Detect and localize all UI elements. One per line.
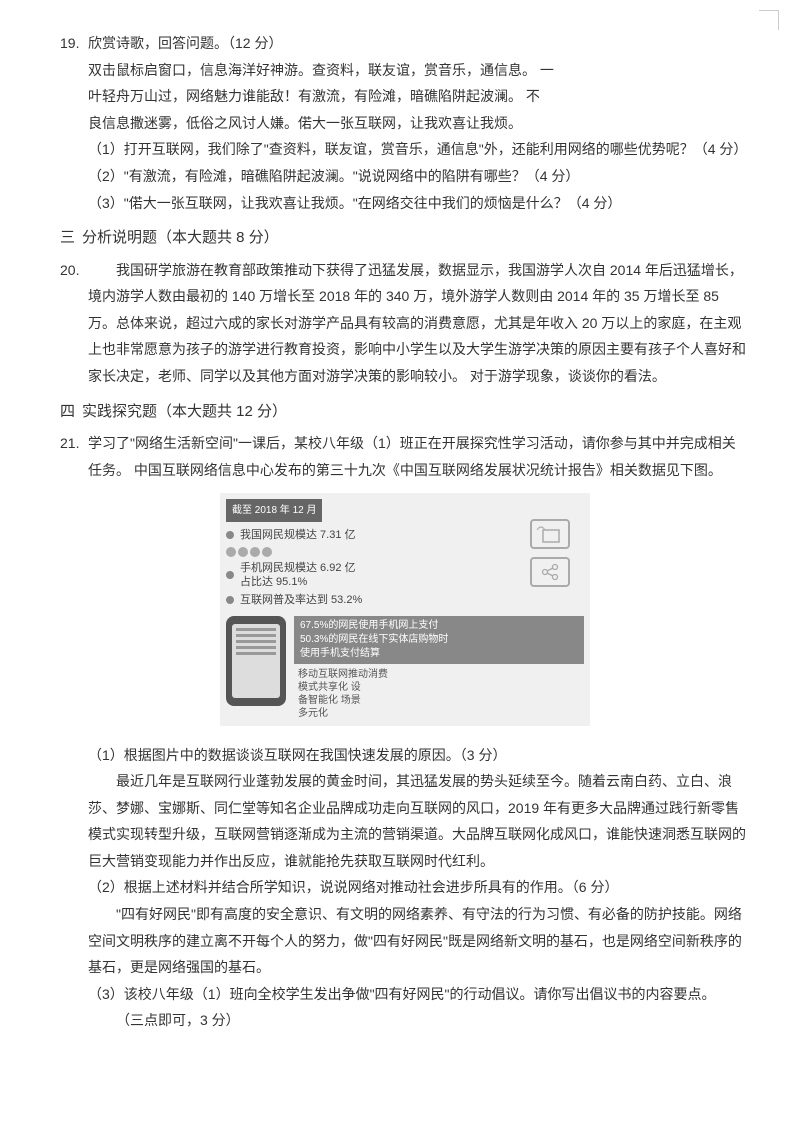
payment-info-box: 67.5%的网民使用手机网上支付 50.3%的网民在线下实体店购物时 使用手机支… <box>294 616 584 664</box>
info-stat1: 我国网民规模达 7.31 亿 <box>240 528 356 542</box>
phone-line <box>236 646 276 649</box>
q21-sub1-q: （1）根据图片中的数据谈谈互联网在我国快速发展的原因。（3 分） <box>60 742 749 769</box>
person-icon <box>262 547 272 557</box>
section-3-text: 分析说明题（本大题共 8 分） <box>82 224 279 253</box>
q19-title: 欣赏诗歌，回答问题。（12 分） <box>88 30 749 57</box>
phone-line <box>236 640 276 643</box>
bullet-icon <box>226 571 234 579</box>
info-stat3-row: 互联网普及率达到 53.2% <box>226 591 584 609</box>
person-icon <box>226 547 236 557</box>
section-3-title: 三 分析说明题（本大题共 8 分） <box>60 224 749 253</box>
infographic: 截至 2018 年 12 月 我国网民规模达 7.31 亿 手机网民规模达 6.… <box>220 493 590 725</box>
question-19: 19. 欣赏诗歌，回答问题。（12 分） 双击鼠标启窗口，信息海洋好神游。查资料… <box>60 30 749 216</box>
phone-line <box>236 628 276 631</box>
q19-number: 19. <box>60 30 88 57</box>
phone-icon <box>226 616 286 706</box>
info-stat2-container: 手机网民规模达 6.92 亿 占比达 95.1% <box>240 561 356 590</box>
bullet-icon <box>226 531 234 539</box>
q20-para: 我国研学旅游在教育部政策推动下获得了迅猛发展，数据显示，我国游学人次自 2014… <box>88 257 749 390</box>
corner-mark-top <box>759 10 779 30</box>
q19-sub2: （2）"有激流，有险滩，暗礁陷阱起波澜。"说说网络中的陷阱有哪些？（4 分） <box>60 163 749 190</box>
payment-l3: 使用手机支付结算 <box>300 647 578 661</box>
person-icon <box>250 547 260 557</box>
q21-sub1-para: 最近几年是互联网行业蓬勃发展的黄金时间，其迅猛发展的势头延续至今。随着云南白药、… <box>60 768 749 874</box>
section-4-num: 四 <box>60 398 82 427</box>
phone-section: 67.5%的网民使用手机网上支付 50.3%的网民在线下实体店购物时 使用手机支… <box>226 616 584 720</box>
person-icon <box>238 547 248 557</box>
question-21: 21. 学习了"网络生活新空间"一课后，某校八年级（1）班正在开展探究性学习活动… <box>60 430 749 1034</box>
question-20: 20. 我国研学旅游在教育部政策推动下获得了迅猛发展，数据显示，我国游学人次自 … <box>60 257 749 390</box>
payment-l1: 67.5%的网民使用手机网上支付 <box>300 619 578 633</box>
bottom-info: 移动互联网推动消费 模式共享化 设 备智能化 场景 多元化 <box>294 668 584 720</box>
bullet-icon <box>226 596 234 604</box>
share-icon <box>530 557 570 587</box>
q21-sub3-q: （3）该校八年级（1）班向全校学生发出争做"四有好网民"的行动倡议。请你写出倡议… <box>60 981 749 1008</box>
q19-poem-line1: 双击鼠标启窗口，信息海洋好神游。查资料，联友谊，赏音乐，通信息。 一 <box>60 57 749 84</box>
q21-intro: 学习了"网络生活新空间"一课后，某校八年级（1）班正在开展探究性学习活动，请你参… <box>88 430 749 483</box>
bottom-l2: 模式共享化 设 <box>298 681 584 694</box>
q19-sub3: （3）"偌大一张互联网，让我欢喜让我烦。"在网络交往中我们的烦恼是什么？（4 分… <box>60 190 749 217</box>
phone-line <box>236 652 276 655</box>
bottom-l4: 多元化 <box>298 707 584 720</box>
q20-number: 20. <box>60 257 88 284</box>
info-stat2-l2: 占比达 95.1% <box>240 575 356 589</box>
q21-sub2-q: （2）根据上述材料并结合所学知识，说说网络对推动社会进步所具有的作用。（6 分） <box>60 874 749 901</box>
payment-l2: 50.3%的网民在线下实体店购物时 <box>300 633 578 647</box>
section-3-num: 三 <box>60 224 82 253</box>
section-4-text: 实践探究题（本大题共 12 分） <box>82 398 287 427</box>
section-4-title: 四 实践探究题（本大题共 12 分） <box>60 398 749 427</box>
bottom-l3: 备智能化 场景 <box>298 694 584 707</box>
q21-sub2-para: "四有好网民"即有高度的安全意识、有文明的网络素养、有守法的行为习惯、有必备的防… <box>60 901 749 981</box>
bottom-l1: 移动互联网推动消费 <box>298 668 584 681</box>
q19-sub1: （1）打开互联网，我们除了"查资料，联友谊，赏音乐，通信息"外，还能利用网络的哪… <box>60 136 749 163</box>
q19-poem-line3: 良信息撒迷雾，低俗之风讨人嫌。偌大一张互联网，让我欢喜让我烦。 <box>60 110 749 137</box>
q19-poem-line2: 叶轻舟万山过，网络魅力谁能敌！有激流，有险滩，暗礁陷阱起波澜。 不 <box>60 83 749 110</box>
phone-screen <box>232 624 280 698</box>
q21-sub3-note: （三点即可，3 分） <box>60 1007 749 1034</box>
wifi-screen-icon <box>530 519 570 549</box>
info-header: 截至 2018 年 12 月 <box>226 499 322 522</box>
info-icons-right <box>530 519 570 587</box>
phone-line <box>236 634 276 637</box>
phone-info: 67.5%的网民使用手机网上支付 50.3%的网民在线下实体店购物时 使用手机支… <box>294 616 584 720</box>
q21-number: 21. <box>60 430 88 457</box>
info-stat3: 互联网普及率达到 53.2% <box>240 593 362 607</box>
info-stat2-l1: 手机网民规模达 6.92 亿 <box>240 561 356 575</box>
